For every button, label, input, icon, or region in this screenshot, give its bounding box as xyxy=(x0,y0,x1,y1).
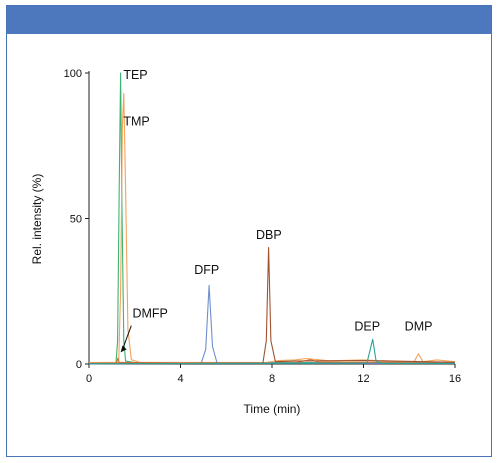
peak-label-dmp: DMP xyxy=(405,320,433,334)
x-tick-label: 8 xyxy=(269,373,275,385)
y-tick-label: 0 xyxy=(76,359,82,371)
x-tick-label: 12 xyxy=(357,373,369,385)
series-line-4 xyxy=(88,284,456,365)
dmfp-arrow-line xyxy=(122,325,132,350)
series-line-5 xyxy=(88,247,456,364)
figure-frame xyxy=(6,5,492,457)
peak-label-tep: TEP xyxy=(123,68,147,82)
dmfp-arrow-head xyxy=(120,345,127,353)
peak-label-dmfp: DMFP xyxy=(132,306,167,320)
series-line-1 xyxy=(88,72,456,364)
x-axis-title: Time (min) xyxy=(244,402,301,416)
peak-label-dfp: DFP xyxy=(194,263,219,277)
series-line-2 xyxy=(88,92,456,364)
y-tick-label: 100 xyxy=(64,68,82,80)
peak-label-dbp: DBP xyxy=(256,228,282,242)
header-band xyxy=(7,6,491,34)
peak-label-dep: DEP xyxy=(354,320,380,334)
peak-label-tmp: TMP xyxy=(123,114,149,128)
x-tick-label: 4 xyxy=(177,373,183,385)
x-tick-label: 0 xyxy=(86,373,92,385)
series-line-6 xyxy=(88,338,455,365)
y-axis-title: Rel. intensity (%) xyxy=(30,174,44,265)
labels-layer: TEP TMP DMFP DFP DBP DEP DMP xyxy=(120,68,433,353)
x-tick-label: 16 xyxy=(449,373,461,385)
y-tick-label: 50 xyxy=(70,214,82,226)
series-layer xyxy=(88,72,456,365)
